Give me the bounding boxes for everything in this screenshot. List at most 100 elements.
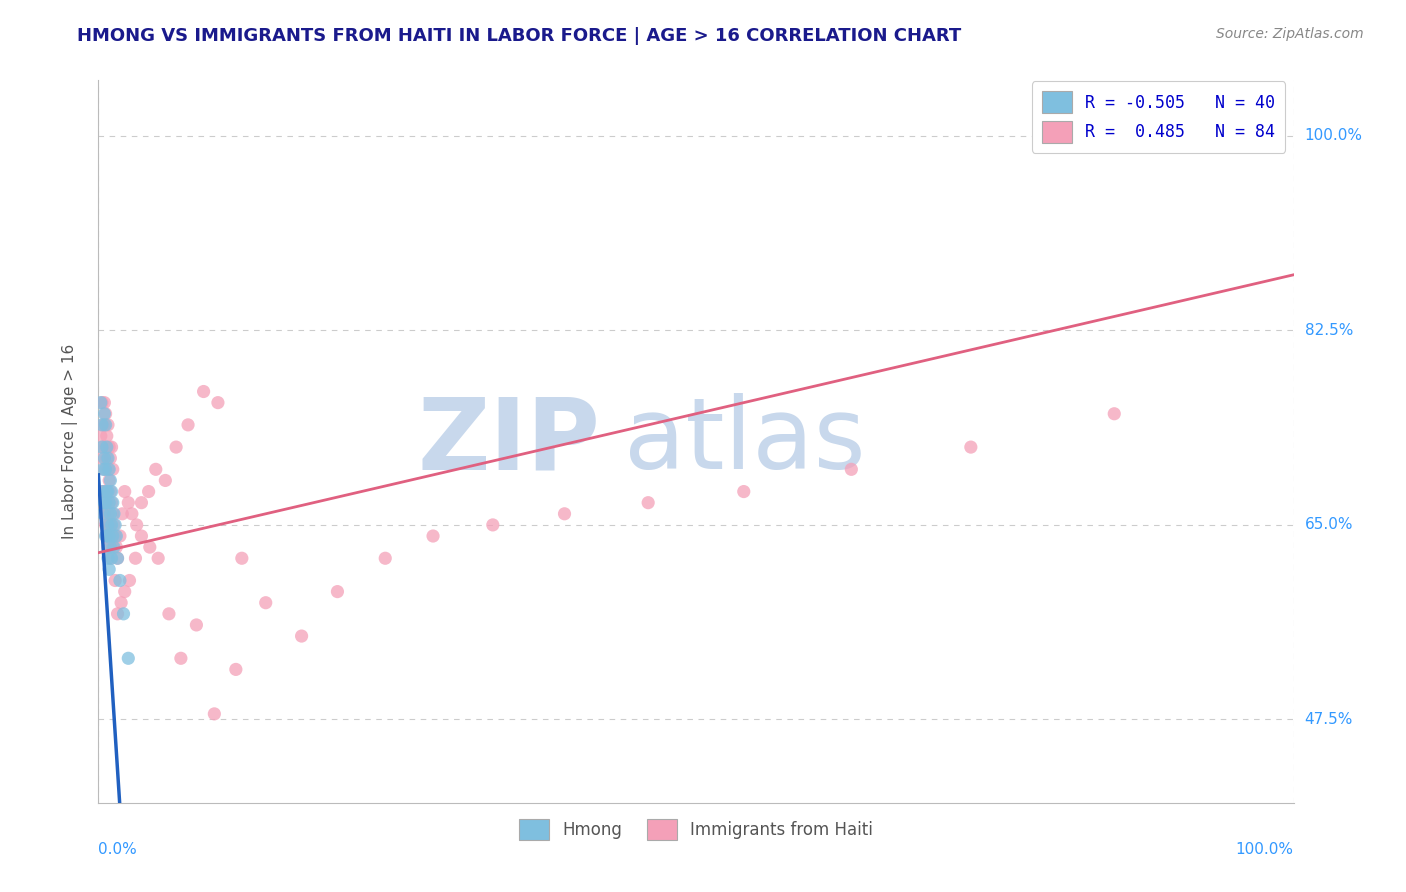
Point	[231, 551, 253, 566]
Point	[98, 451, 122, 466]
Point	[105, 540, 128, 554]
Y-axis label: In Labor Force | Age > 16: In Labor Force | Age > 16	[62, 344, 77, 539]
Point	[103, 517, 125, 532]
Point	[97, 484, 120, 499]
Point	[94, 462, 117, 476]
Point	[108, 529, 131, 543]
Point	[98, 507, 122, 521]
Point	[91, 395, 114, 409]
Point	[94, 417, 117, 432]
Point	[93, 417, 115, 432]
Legend: Hmong, Immigrants from Haiti: Hmong, Immigrants from Haiti	[510, 811, 882, 848]
Point	[98, 462, 121, 476]
Point	[96, 484, 118, 499]
Point	[100, 484, 122, 499]
Point	[98, 474, 122, 488]
Point	[107, 551, 129, 566]
Point	[100, 517, 122, 532]
Text: atlas: atlas	[624, 393, 866, 490]
Point	[254, 596, 277, 610]
Point	[118, 574, 141, 588]
Text: HMONG VS IMMIGRANTS FROM HAITI IN LABOR FORCE | AGE > 16 CORRELATION CHART: HMONG VS IMMIGRANTS FROM HAITI IN LABOR …	[77, 27, 962, 45]
Text: 0.0%: 0.0%	[98, 842, 138, 856]
Point	[98, 540, 122, 554]
Point	[117, 651, 139, 665]
Point	[91, 484, 114, 499]
Point	[94, 517, 117, 532]
Point	[98, 440, 121, 454]
Point	[104, 529, 127, 543]
Point	[100, 551, 122, 566]
Point	[94, 529, 117, 543]
Point	[107, 607, 129, 621]
Point	[96, 451, 118, 466]
Point	[90, 395, 112, 409]
Point	[841, 462, 863, 476]
Point	[100, 529, 122, 543]
Point	[93, 507, 115, 521]
Point	[105, 529, 128, 543]
Point	[98, 496, 121, 510]
Point	[100, 440, 122, 454]
Point	[94, 440, 117, 454]
Point	[97, 517, 120, 532]
Text: 82.5%: 82.5%	[1305, 323, 1353, 338]
Point	[97, 462, 120, 476]
Point	[107, 551, 129, 566]
Point	[104, 517, 127, 532]
Point	[97, 540, 120, 554]
Point	[97, 551, 120, 566]
Text: 65.0%: 65.0%	[1305, 517, 1353, 533]
Point	[90, 429, 112, 443]
Point	[193, 384, 215, 399]
Point	[186, 618, 208, 632]
Point	[97, 417, 120, 432]
Point	[93, 451, 115, 466]
Point	[101, 496, 124, 510]
Point	[96, 529, 118, 543]
Point	[98, 517, 121, 532]
Point	[131, 529, 153, 543]
Point	[103, 540, 125, 554]
Point	[108, 574, 131, 588]
Point	[98, 517, 122, 532]
Point	[170, 651, 193, 665]
Point	[91, 451, 114, 466]
Point	[125, 517, 148, 532]
Point	[157, 607, 180, 621]
Point	[104, 574, 127, 588]
Point	[1104, 407, 1126, 421]
Point	[101, 462, 124, 476]
Point	[91, 507, 114, 521]
Point	[155, 474, 177, 488]
Point	[98, 474, 121, 488]
Point	[100, 496, 122, 510]
Point	[177, 417, 200, 432]
Point	[225, 662, 247, 676]
Point	[291, 629, 314, 643]
Point	[554, 507, 576, 521]
Point	[111, 507, 134, 521]
Point	[326, 584, 349, 599]
Point	[101, 507, 124, 521]
Point	[103, 507, 125, 521]
Point	[96, 496, 118, 510]
Point	[139, 540, 162, 554]
Point	[97, 507, 120, 521]
Point	[117, 496, 139, 510]
Point	[98, 551, 122, 566]
Point	[91, 462, 114, 476]
Point	[207, 395, 229, 409]
Point	[94, 407, 117, 421]
Point	[93, 496, 115, 510]
Point	[101, 540, 124, 554]
Point	[91, 484, 114, 499]
Point	[101, 529, 124, 543]
Point	[138, 484, 160, 499]
Point	[202, 706, 225, 721]
Point	[165, 440, 187, 454]
Point	[124, 551, 146, 566]
Point	[93, 462, 115, 476]
Point	[110, 596, 132, 610]
Point	[96, 429, 118, 443]
